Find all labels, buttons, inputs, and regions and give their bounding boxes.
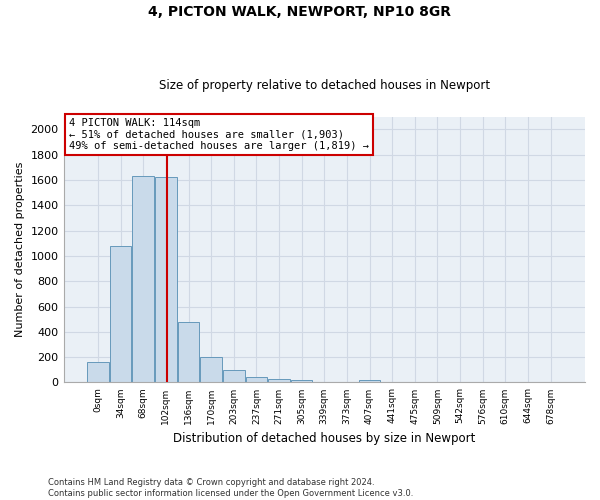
Bar xyxy=(359,380,380,382)
Title: Size of property relative to detached houses in Newport: Size of property relative to detached ho… xyxy=(159,79,490,92)
Text: Contains HM Land Registry data © Crown copyright and database right 2024.
Contai: Contains HM Land Registry data © Crown c… xyxy=(48,478,413,498)
Text: 4, PICTON WALK, NEWPORT, NP10 8GR: 4, PICTON WALK, NEWPORT, NP10 8GR xyxy=(149,5,452,19)
Bar xyxy=(178,322,199,382)
Bar xyxy=(133,176,154,382)
Bar xyxy=(200,357,222,382)
X-axis label: Distribution of detached houses by size in Newport: Distribution of detached houses by size … xyxy=(173,432,475,445)
Bar xyxy=(268,379,290,382)
Bar xyxy=(291,380,313,382)
Bar xyxy=(223,370,245,382)
Text: 4 PICTON WALK: 114sqm
← 51% of detached houses are smaller (1,903)
49% of semi-d: 4 PICTON WALK: 114sqm ← 51% of detached … xyxy=(69,118,369,152)
Bar xyxy=(110,246,131,382)
Y-axis label: Number of detached properties: Number of detached properties xyxy=(15,162,25,338)
Bar xyxy=(155,178,176,382)
Bar xyxy=(87,362,109,382)
Bar xyxy=(245,376,267,382)
